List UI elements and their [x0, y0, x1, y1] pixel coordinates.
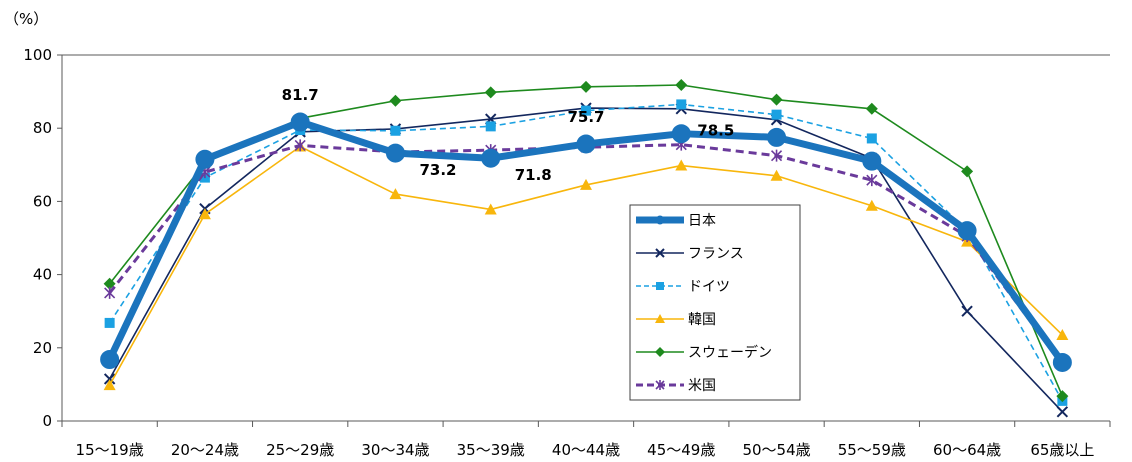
x-tick-label: 60～64歳	[933, 441, 1001, 459]
axes: 0 20 40 60 80 100 15～19歳 20～24歳 25～29歳 30～34歳 35～3…	[23, 46, 1111, 459]
series-3	[103, 140, 1069, 391]
data-point	[198, 208, 211, 220]
legend-entry: スウェーデン	[636, 344, 772, 361]
y-tick-label: 60	[33, 192, 52, 210]
data-label: 78.5	[697, 122, 734, 140]
legend-box	[629, 204, 801, 401]
series-layer	[100, 79, 1072, 418]
data-point	[1056, 406, 1069, 418]
data-point	[767, 127, 787, 147]
x-tick-label: 55～59歳	[838, 441, 906, 459]
series-line	[108, 107, 1063, 413]
data-point	[481, 148, 501, 168]
x-tick-label: 15～19歳	[76, 441, 144, 459]
data-point	[961, 305, 973, 317]
x-tick-label: 35～39歳	[457, 441, 525, 459]
data-point	[484, 203, 497, 215]
data-point	[195, 149, 215, 169]
legend-swatch-marker	[656, 282, 664, 290]
data-point	[675, 79, 688, 92]
data-point	[866, 133, 877, 144]
data-point	[485, 121, 496, 132]
data-point	[675, 159, 688, 171]
data-point	[390, 125, 401, 136]
legend-swatch-marker	[655, 347, 665, 357]
legend-swatch-marker	[655, 215, 665, 225]
x-tick-label: 20～24歳	[171, 441, 239, 459]
series-line	[109, 84, 1064, 397]
data-point	[580, 80, 592, 93]
data-point	[862, 151, 882, 171]
data-point	[385, 143, 405, 163]
series-line	[108, 103, 1064, 402]
y-tick-label: 80	[33, 119, 52, 137]
data-point	[961, 165, 974, 178]
data-label: 81.7	[282, 86, 319, 104]
data-point	[671, 124, 691, 144]
data-point	[865, 102, 878, 115]
data-point	[294, 139, 306, 152]
legend-label: スウェーデン	[688, 344, 772, 361]
data-point	[771, 109, 782, 120]
data-point	[104, 286, 116, 299]
data-point	[103, 379, 116, 391]
data-point	[676, 99, 687, 110]
y-tick-label: 20	[33, 339, 52, 357]
legend-swatch-marker	[655, 248, 665, 258]
data-point	[389, 188, 402, 200]
x-tick-label: 45～49歳	[647, 441, 715, 459]
data-label: 71.8	[515, 166, 552, 184]
x-tick-label: 50～54歳	[742, 441, 810, 459]
data-point	[104, 317, 115, 328]
legend-entry: 日本	[636, 213, 716, 229]
legend-swatch-marker	[655, 314, 665, 323]
y-tick-label: 40	[33, 266, 52, 284]
data-label: 73.2	[419, 161, 456, 179]
x-tick-label: 65歳以上	[1030, 441, 1094, 459]
data-point	[1052, 352, 1072, 372]
data-point	[580, 178, 592, 190]
legend-entry: ドイツ	[636, 279, 730, 295]
series-line	[108, 143, 1064, 366]
data-point	[290, 112, 310, 132]
y-unit-label: （%）	[4, 10, 48, 28]
legend-entry: フランス	[636, 246, 744, 262]
data-point	[866, 174, 878, 187]
legend-swatch-marker	[655, 380, 665, 390]
data-point	[770, 169, 783, 181]
series-line	[106, 118, 1066, 365]
series-0	[100, 112, 1072, 372]
data-point	[770, 93, 783, 106]
data-point	[100, 350, 120, 370]
x-tick-label: 30～34歳	[361, 441, 429, 459]
legend-label: ドイツ	[688, 279, 730, 295]
legend-label: フランス	[688, 246, 744, 262]
legend-label: 米国	[688, 378, 716, 394]
y-tick-label: 100	[23, 46, 52, 64]
legend-entry: 韓国	[636, 312, 716, 328]
x-tick-label: 25～29歳	[266, 441, 334, 459]
data-labels-layer: 81.7 73.2 71.8 75.7 78.5	[282, 86, 735, 184]
y-tick-label: 0	[42, 412, 52, 430]
legend-label: 韓国	[688, 312, 716, 328]
legend-label: 日本	[688, 213, 716, 229]
data-point	[1056, 390, 1069, 403]
data-point	[576, 134, 596, 154]
x-tick-label: 40～44歳	[552, 441, 620, 459]
data-point	[581, 105, 591, 116]
data-point	[389, 94, 402, 107]
data-point	[484, 86, 497, 99]
data-point	[770, 149, 783, 162]
data-point	[103, 373, 116, 385]
data-point	[865, 199, 878, 211]
data-point	[957, 221, 977, 241]
legend-entry: 米国	[636, 378, 716, 394]
data-label: 75.7	[567, 108, 604, 126]
data-point	[1056, 328, 1069, 340]
